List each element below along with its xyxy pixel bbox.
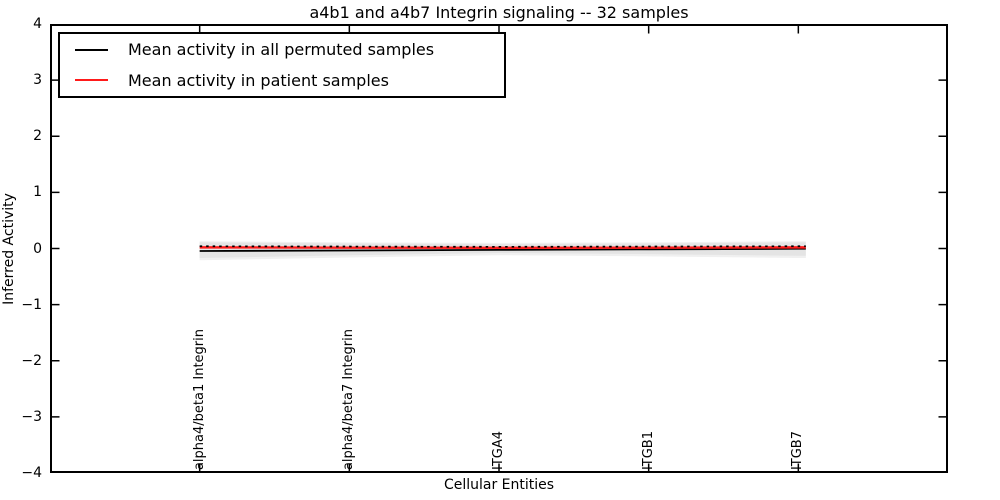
y-tick-label: −4 <box>21 465 42 481</box>
series-line <box>199 247 806 252</box>
y-tick-label: −2 <box>21 352 42 369</box>
legend-entry-patient: Mean activity in patient samples <box>60 65 504 95</box>
legend-entry-permuted: Mean activity in all permuted samples <box>60 35 504 65</box>
x-tick-label: ITGB1 <box>640 430 656 470</box>
y-tick-label: −3 <box>21 408 42 425</box>
x-tick-label: alpha4/beta1 Integrin <box>191 328 207 470</box>
chart-canvas <box>51 24 947 473</box>
y-tick-label: 3 <box>33 72 42 89</box>
y-tick-label: 4 <box>33 16 42 32</box>
x-tick-label: alpha4/beta7 Integrin <box>341 328 357 470</box>
y-axis-label: Inferred Activity <box>1 193 17 305</box>
chart-title: a4b1 and a4b7 Integrin signaling -- 32 s… <box>309 3 689 22</box>
y-tick-label: −1 <box>21 296 42 313</box>
x-tick-label: ITGB7 <box>790 430 806 470</box>
legend-entry-label: Mean activity in patient samples <box>128 70 389 90</box>
y-tick-label: 0 <box>33 240 42 257</box>
legend-line-sample-red <box>75 79 108 82</box>
y-tick-label: 1 <box>33 184 42 201</box>
x-axis-label: Cellular Entities <box>443 477 555 493</box>
legend-box: Mean activity in all permuted samples Me… <box>58 32 506 98</box>
y-tick-label: 2 <box>33 128 42 145</box>
legend-entry-label: Mean activity in all permuted samples <box>128 40 435 60</box>
x-tick-label: ITGA4 <box>491 430 506 470</box>
legend-line-sample-black <box>75 48 108 51</box>
series-line <box>199 245 806 248</box>
